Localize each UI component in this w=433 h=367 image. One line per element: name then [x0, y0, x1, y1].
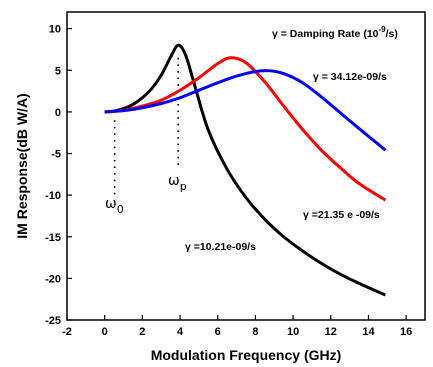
x-tick-label: 6: [215, 326, 221, 338]
x-tick-label: 10: [287, 326, 299, 338]
series-group: [104, 43, 387, 297]
x-tick-label: 4: [177, 326, 184, 338]
x-axis-ticks: -2 0 2 4 6 8 10 12 14 16: [62, 315, 412, 338]
x-tick-label: 16: [400, 326, 412, 338]
omega-zero-subscript: 0: [117, 203, 124, 216]
x-tick-label: 14: [362, 326, 375, 338]
blue-series-label: γ = 34.12e-09/s: [313, 71, 387, 83]
black-series-line: [104, 43, 387, 297]
omega-p-subscript: p: [180, 180, 187, 193]
x-tick-label: -2: [62, 326, 72, 338]
y-tick-label: -10: [45, 190, 61, 202]
omega-zero-label: ω0: [105, 196, 124, 216]
blue-series-line: [104, 69, 387, 152]
x-tick-label: 0: [102, 326, 108, 338]
y-tick-label: -20: [45, 273, 61, 285]
guide-lines: [113, 57, 179, 200]
x-axis-title: Modulation Frequency (GHz): [151, 347, 342, 363]
black-series-label: γ =10.21e-09/s: [185, 241, 256, 253]
red-series-label: γ =21.35 e -09/s: [303, 209, 380, 221]
x-tick-label: 8: [252, 326, 258, 338]
x-tick-label: 12: [325, 326, 337, 338]
y-axis-title: IM Response(dB W/A): [14, 93, 30, 238]
omega-zero-symbol: ω: [105, 196, 117, 212]
y-axis-ticks: -25 -20 -15 -10 -5 0 5 10: [45, 24, 72, 327]
legend-title-main: γ = Damping Rate (10: [272, 28, 379, 40]
y-tick-label: -5: [51, 149, 61, 161]
red-series-line: [104, 56, 387, 202]
plot-frame: [66, 11, 426, 321]
y-tick-label: -25: [45, 315, 61, 327]
legend-title: γ = Damping Rate (10-9/s): [272, 25, 398, 40]
legend-title-exponent: -9: [379, 25, 387, 34]
omega-p-symbol: ω: [168, 173, 180, 189]
y-tick-label: 5: [55, 65, 61, 77]
y-tick-label: 10: [49, 24, 61, 36]
legend-title-unit: /s): [386, 28, 398, 40]
omega-p-label: ωp: [168, 173, 187, 193]
y-tick-label: -15: [45, 232, 61, 244]
x-tick-label: 2: [139, 326, 145, 338]
y-tick-label: 0: [55, 107, 61, 119]
